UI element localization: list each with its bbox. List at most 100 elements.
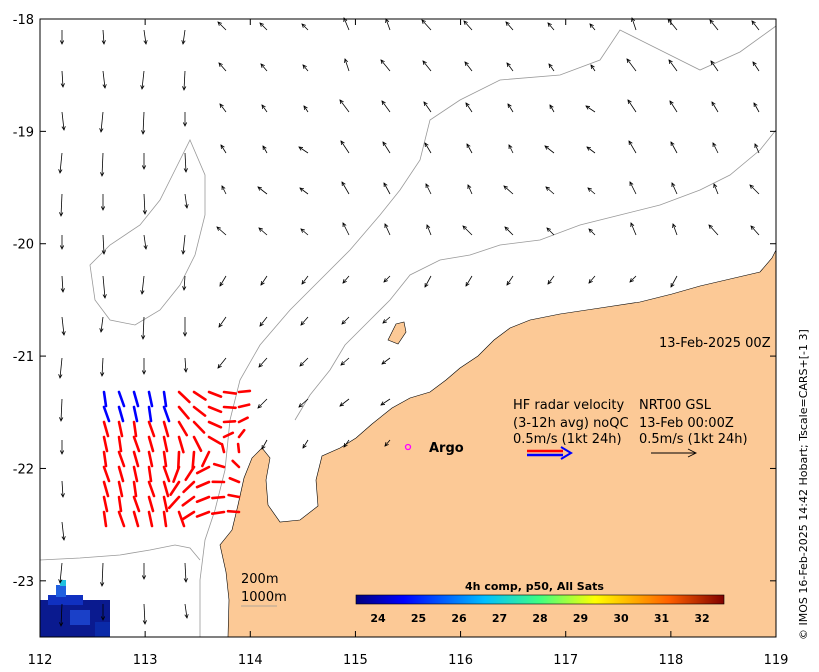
- nrt-arrow-head: [141, 370, 147, 375]
- nrt-arrow: [507, 103, 514, 113]
- nrt-arrow: [100, 111, 104, 133]
- nrt-arrow: [344, 58, 350, 72]
- nrt-arrow: [61, 111, 65, 131]
- nrt-arrow-head: [380, 59, 385, 64]
- hf-radar-arrow: [191, 450, 196, 470]
- nrt-arrow-head: [629, 278, 634, 283]
- legend-nrt-line1: NRT00 GSL: [639, 398, 712, 413]
- nrt-arrow-head: [340, 361, 345, 366]
- nrt-arrow-head: [383, 278, 388, 283]
- nrt-arrow: [184, 562, 187, 583]
- nrt-arrow-head: [424, 142, 429, 148]
- isobath-1000m-shelf: [294, 129, 777, 421]
- nrt-arrow-head: [141, 335, 146, 340]
- nrt-arrow-head: [424, 282, 429, 288]
- nrt-arrow-head: [143, 40, 148, 45]
- nrt-arrow-head: [183, 578, 188, 583]
- nrt-arrow-head: [341, 181, 346, 187]
- nrt-arrow-head: [100, 582, 105, 587]
- nrt-arrow-head: [340, 140, 345, 146]
- nrt-arrow: [626, 58, 637, 72]
- colorbar: [355, 594, 725, 605]
- hf-radar-arrow: [102, 465, 111, 483]
- hf-radar-arrow: [117, 480, 124, 498]
- nrt-arrow: [217, 21, 227, 31]
- hf-radar-arrow: [211, 495, 226, 500]
- nrt-arrow-head: [586, 146, 592, 151]
- nrt-arrow-head: [754, 143, 759, 149]
- hf-radar-arrow: [147, 465, 153, 483]
- nrt-arrow: [710, 60, 719, 72]
- hf-radar-arrow: [132, 450, 140, 468]
- colorbar-title: 4h comp, p50, All Sats: [465, 580, 604, 593]
- nrt-arrow: [184, 357, 187, 373]
- nrt-arrow-head: [339, 402, 344, 407]
- nrt-arrow: [183, 275, 186, 291]
- nrt-arrow-head: [182, 122, 188, 127]
- nrt-arrow-head: [257, 404, 262, 409]
- nrt-arrow: [382, 141, 391, 154]
- legend-nrt-line3: 0.5m/s (1kt 24h): [639, 432, 748, 447]
- nrt-arrow-head: [626, 58, 631, 64]
- nrt-arrow-head: [302, 64, 307, 69]
- nrt-arrow: [261, 104, 268, 113]
- nrt-arrow: [590, 64, 596, 72]
- nrt-arrow-head: [421, 19, 426, 24]
- nrt-arrow-head: [100, 172, 105, 177]
- hf-radar-arrow: [147, 390, 154, 408]
- nrt-arrow-head: [753, 102, 758, 108]
- nrt-arrow: [61, 70, 64, 88]
- hf-radar-arrow: [195, 480, 211, 489]
- nrt-arrow: [545, 186, 555, 195]
- argo-label: Argo: [429, 441, 464, 456]
- nrt-arrow: [340, 357, 350, 366]
- nrt-arrow-head: [463, 20, 468, 25]
- hf-radar-arrow: [177, 405, 190, 420]
- nrt-arrow-head: [589, 23, 594, 28]
- nrt-arrow-head: [504, 226, 509, 231]
- nrt-arrow-head: [547, 22, 552, 27]
- hf-radar-arrow: [222, 419, 237, 424]
- hf-radar-arrow: [162, 405, 171, 423]
- hf-radar-arrow: [177, 435, 185, 454]
- island: [387, 321, 407, 345]
- nrt-arrow: [100, 316, 104, 333]
- nrt-arrow: [143, 193, 146, 215]
- hf-radar-arrow: [132, 465, 139, 483]
- hf-radar-arrow: [177, 420, 189, 437]
- nrt-arrow-head: [58, 169, 63, 174]
- y-tick-label: -18: [13, 13, 34, 28]
- hf-radar-arrow: [182, 480, 196, 494]
- hf-radar-arrow: [195, 495, 211, 504]
- hf-radar-arrow: [192, 405, 207, 417]
- nrt-arrow-head: [59, 40, 65, 45]
- nrt-arrow: [631, 17, 637, 31]
- nrt-arrow: [300, 316, 309, 326]
- nrt-arrow: [713, 183, 719, 195]
- nrt-arrow-head: [183, 168, 188, 173]
- colorbar-tick-label: 25: [411, 612, 426, 625]
- hf-radar-arrow: [117, 465, 125, 483]
- hf-radar-arrow: [102, 480, 110, 498]
- nrt-arrows: [58, 17, 760, 627]
- colorbar-tick-label: 31: [654, 612, 669, 625]
- nrt-arrow-head: [99, 128, 104, 133]
- hf-radar-arrow: [147, 405, 153, 423]
- colorbar-tick-label: 32: [694, 612, 709, 625]
- nrt-arrow-head: [467, 184, 472, 190]
- nrt-arrow-head: [342, 279, 347, 284]
- hf-radar-arrow: [117, 510, 126, 528]
- hf-radar-arrow: [147, 420, 156, 438]
- nrt-arrow-head: [343, 442, 348, 448]
- nrt-arrow: [260, 63, 268, 72]
- nrt-arrow-head: [260, 63, 265, 68]
- nrt-arrow-head: [99, 328, 104, 333]
- nrt-arrow: [220, 144, 227, 154]
- hf-radar-arrow: [102, 495, 109, 513]
- hf-radar-arrow: [207, 435, 222, 445]
- nrt-arrow-head: [141, 575, 147, 580]
- nrt-arrow: [424, 142, 432, 154]
- nrt-arrow: [421, 19, 432, 31]
- nrt-arrow-head: [101, 250, 106, 255]
- nrt-arrow-head: [141, 165, 147, 170]
